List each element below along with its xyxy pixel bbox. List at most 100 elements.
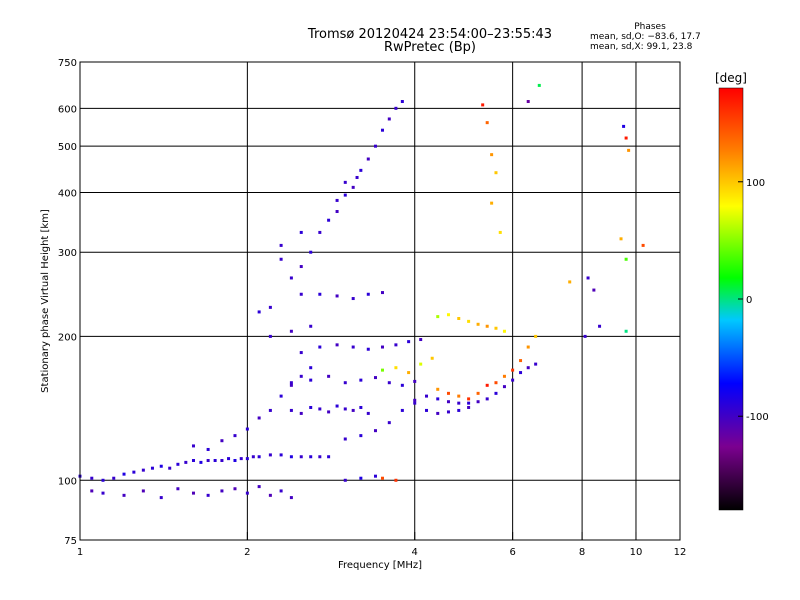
data-point: [502, 385, 506, 389]
data-point: [299, 374, 303, 378]
data-point: [309, 366, 313, 370]
data-point: [206, 458, 210, 462]
data-point: [289, 329, 293, 333]
y-axis-label: Stationary phase Virtual Height [km]: [40, 209, 51, 393]
data-point: [467, 319, 471, 323]
data-point: [309, 324, 313, 328]
data-point: [309, 378, 313, 382]
data-point: [351, 345, 355, 349]
data-point: [355, 175, 359, 179]
data-point: [366, 157, 370, 161]
data-point: [526, 366, 530, 370]
data-point: [494, 326, 498, 330]
data-point: [299, 351, 303, 355]
data-point: [343, 437, 347, 441]
data-point: [318, 230, 322, 234]
data-point: [436, 397, 440, 401]
data-point: [494, 391, 498, 395]
plot-frame: [79, 61, 681, 541]
data-point: [373, 144, 377, 148]
x-tick-label: 4: [412, 547, 418, 558]
colorbar: [deg] 100 0 -100: [715, 71, 769, 511]
data-point: [191, 458, 195, 462]
y-tick-label: 100: [58, 476, 77, 487]
data-point: [373, 429, 377, 433]
data-point: [485, 383, 489, 387]
data-point: [343, 381, 347, 385]
data-point: [380, 291, 384, 295]
data-point: [245, 491, 249, 495]
data-point: [425, 408, 429, 412]
data-point: [419, 362, 423, 366]
data-point: [101, 491, 105, 495]
data-point: [309, 405, 313, 409]
axes: 1 2 4 6 8 10 1275100200300400500600750Frequenc…: [40, 58, 686, 571]
data-point: [598, 324, 602, 328]
data-point: [257, 310, 261, 314]
data-point: [343, 180, 347, 184]
data-point: [526, 345, 530, 349]
data-point: [132, 470, 136, 474]
data-point: [168, 466, 172, 470]
data-point: [335, 294, 339, 298]
data-point: [268, 305, 272, 309]
data-point: [457, 394, 461, 398]
data-point: [373, 376, 377, 380]
data-point: [430, 356, 434, 360]
x-tick-label: 10: [630, 547, 643, 558]
data-point: [641, 243, 645, 247]
data-point: [413, 379, 417, 383]
data-point: [279, 243, 283, 247]
chart-title: Tromsø 20120424 23:54:00–23:55:43: [307, 27, 553, 42]
data-point: [457, 316, 461, 320]
chart-subtitle: RwPretec (Bp): [383, 40, 477, 55]
data-point: [502, 374, 506, 378]
data-point: [343, 407, 347, 411]
y-tick-label: 300: [58, 248, 77, 259]
data-point: [101, 478, 105, 482]
x-tick-label: 8: [579, 547, 585, 558]
data-point: [366, 292, 370, 296]
data-point: [335, 210, 339, 214]
data-point: [245, 457, 249, 461]
data-point: [318, 407, 322, 411]
data-point: [476, 391, 480, 395]
data-point: [351, 408, 355, 412]
data-point: [251, 455, 255, 459]
data-point: [343, 193, 347, 197]
data-point: [586, 276, 590, 280]
data-point: [327, 455, 331, 459]
data-point: [457, 401, 461, 405]
data-point: [394, 343, 398, 347]
data-points: [78, 83, 645, 500]
data-point: [380, 345, 384, 349]
data-point: [592, 288, 596, 292]
data-point: [141, 468, 145, 472]
data-point: [624, 136, 628, 140]
data-point: [289, 276, 293, 280]
data-point: [309, 455, 313, 459]
data-point: [176, 462, 180, 466]
data-point: [335, 404, 339, 408]
data-point: [526, 100, 530, 104]
grid-lines: [80, 62, 680, 540]
data-point: [279, 453, 283, 457]
data-point: [534, 362, 538, 366]
data-point: [227, 457, 231, 461]
data-point: [233, 434, 237, 438]
phases-heading: Phases: [634, 22, 666, 32]
data-point: [233, 487, 237, 491]
data-point: [481, 103, 485, 107]
data-point: [476, 400, 480, 404]
data-point: [257, 455, 261, 459]
data-point: [511, 378, 515, 382]
data-point: [141, 489, 145, 493]
colorbar-label: [deg]: [715, 71, 747, 85]
data-point: [419, 338, 423, 342]
colorbar-tick-label: 0: [746, 295, 752, 306]
y-tick-label: 750: [58, 58, 77, 69]
data-point: [299, 292, 303, 296]
data-point: [519, 359, 523, 363]
